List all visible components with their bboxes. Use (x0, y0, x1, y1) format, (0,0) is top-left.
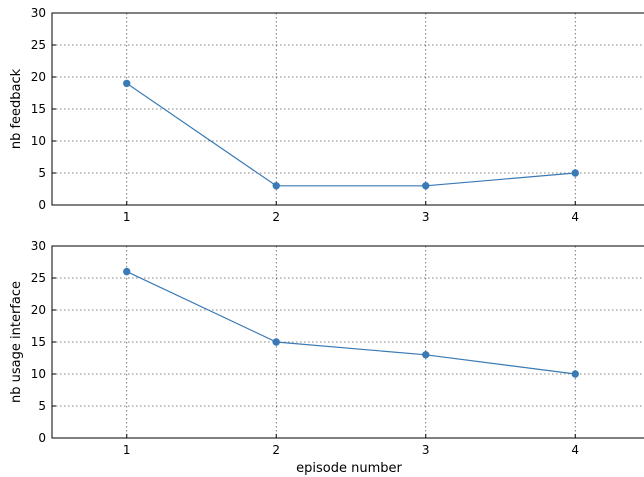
feedback-data-point (123, 79, 131, 88)
usage-x-tick-label: 2 (272, 443, 280, 457)
usage-interface-chart: 0 5 10 15 20 25 30 1 2 3 4 nb usage interface epi… (9, 239, 644, 476)
usage-series-line (126, 271, 576, 375)
usage-y-axis-label: nb usage interface (9, 281, 24, 403)
usage-y-tick-label: 15 (31, 335, 46, 349)
usage-x-ticks: 1 2 3 4 (123, 434, 579, 457)
feedback-y-axis-label: nb feedback (9, 68, 24, 149)
feedback-data-point (571, 169, 579, 177)
usage-x-tick-label: 4 (571, 443, 579, 457)
feedback-y-tick-label: 0 (38, 198, 46, 212)
usage-y-tick-label: 20 (31, 303, 46, 317)
feedback-y-ticks: 0 5 10 15 20 25 30 (31, 6, 56, 212)
usage-data-point (272, 338, 280, 346)
feedback-y-tick-label: 30 (31, 6, 46, 20)
usage-y-ticks: 0 5 10 15 20 25 30 (31, 239, 56, 445)
feedback-gridlines (52, 12, 644, 206)
usage-y-tick-label: 5 (38, 399, 46, 413)
usage-y-tick-label: 30 (31, 239, 46, 253)
feedback-y-tick-label: 15 (31, 102, 46, 116)
usage-data-point (571, 370, 579, 378)
usage-y-tick-label: 0 (38, 431, 46, 445)
feedback-x-tick-label: 3 (422, 210, 430, 224)
usage-data-point (422, 351, 430, 359)
usage-y-tick-label: 10 (31, 367, 46, 381)
usage-series (123, 267, 579, 378)
feedback-x-tick-label: 2 (272, 210, 280, 224)
feedback-data-point (422, 182, 430, 190)
usage-data-point (123, 267, 131, 276)
feedback-y-tick-label: 20 (31, 70, 46, 84)
x-axis-label: episode number (296, 461, 402, 476)
feedback-y-tick-label: 25 (31, 38, 46, 52)
feedback-x-tick-label: 4 (571, 210, 579, 224)
feedback-y-tick-label: 5 (38, 166, 46, 180)
feedback-series (123, 79, 579, 190)
feedback-x-ticks: 1 2 3 4 (123, 201, 579, 224)
feedback-y-tick-label: 10 (31, 134, 46, 148)
usage-x-tick-label: 3 (422, 443, 430, 457)
feedback-x-tick-label: 1 (123, 210, 131, 224)
usage-x-tick-label: 1 (123, 443, 131, 457)
feedback-series-line (126, 82, 576, 187)
usage-y-tick-label: 25 (31, 271, 46, 285)
feedback-chart: 0 5 10 15 20 25 30 1 2 3 4 nb feedback (9, 6, 644, 224)
usage-gridlines (52, 245, 644, 439)
feedback-data-point (272, 182, 280, 190)
